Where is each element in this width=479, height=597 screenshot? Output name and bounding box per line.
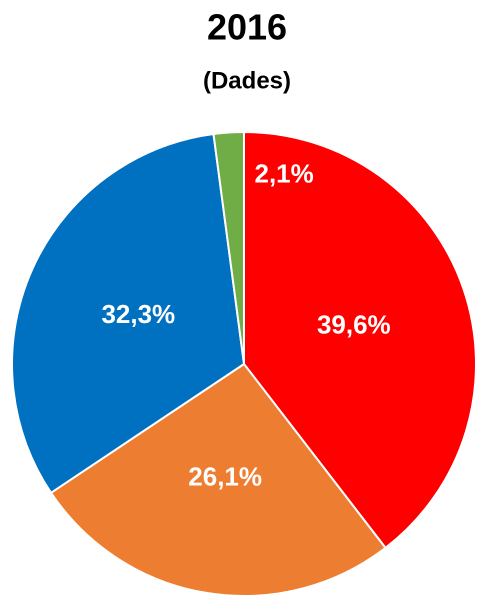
data-label: 32,3% (101, 299, 175, 329)
pie-slice (243, 130, 477, 550)
pie-slice (11, 132, 246, 495)
pie-slice (212, 130, 245, 365)
pie-slice (49, 362, 387, 597)
chart-title: 2016 (207, 7, 287, 48)
data-label: 39,6% (317, 310, 391, 340)
chart-subtitle: (Dades) (203, 67, 291, 94)
data-label: 2,1% (255, 159, 314, 189)
data-label: 26,1% (188, 461, 262, 491)
